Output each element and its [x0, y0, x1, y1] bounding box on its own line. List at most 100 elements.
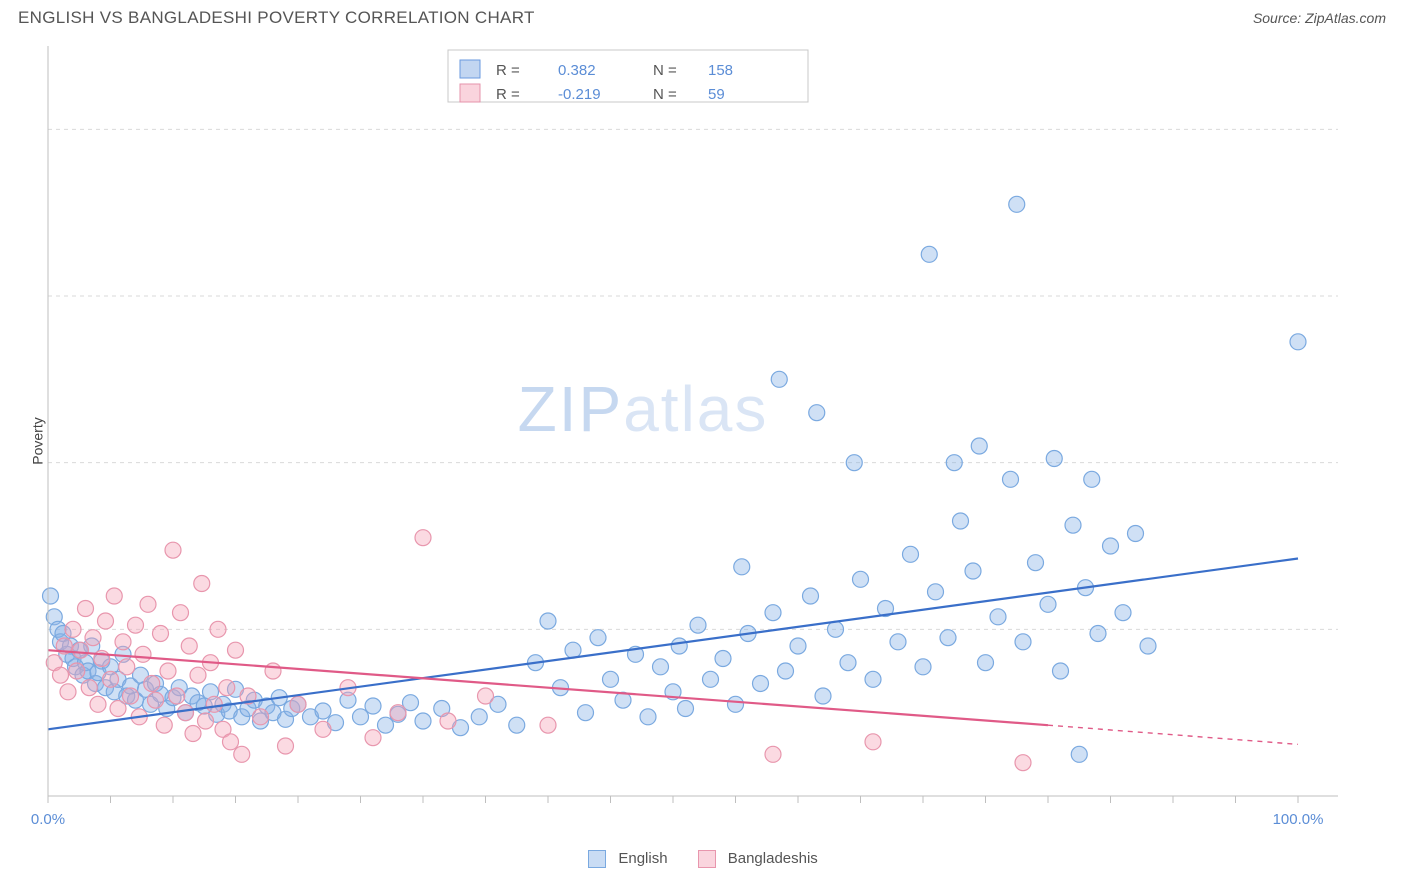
data-point	[578, 705, 594, 721]
data-point	[809, 405, 825, 421]
data-point	[653, 659, 669, 675]
data-point	[206, 696, 222, 712]
legend-label-bangladeshis: Bangladeshis	[728, 850, 818, 867]
data-point	[940, 630, 956, 646]
data-point	[953, 513, 969, 529]
data-point	[123, 688, 139, 704]
data-point	[1015, 634, 1031, 650]
data-point	[753, 676, 769, 692]
data-point	[115, 634, 131, 650]
data-point	[60, 684, 76, 700]
data-point	[223, 734, 239, 750]
data-point	[715, 651, 731, 667]
legend-swatch-english	[588, 850, 606, 868]
svg-text:0.382: 0.382	[558, 62, 596, 79]
data-point	[1290, 334, 1306, 350]
data-point	[128, 617, 144, 633]
data-point	[69, 663, 85, 679]
data-point	[540, 613, 556, 629]
data-point	[853, 571, 869, 587]
data-point	[185, 726, 201, 742]
svg-text:R =: R =	[496, 86, 520, 103]
data-point	[365, 730, 381, 746]
svg-text:0.0%: 0.0%	[31, 811, 65, 828]
data-point	[765, 746, 781, 762]
y-axis-label: Poverty	[30, 417, 46, 464]
data-point	[181, 638, 197, 654]
chart-area: Poverty ZIPatlas20.0%40.0%60.0%80.0%0.0%…	[18, 36, 1386, 846]
data-point	[194, 576, 210, 592]
svg-text:-0.219: -0.219	[558, 86, 601, 103]
data-point	[1103, 538, 1119, 554]
data-point	[778, 663, 794, 679]
data-point	[415, 713, 431, 729]
data-point	[140, 596, 156, 612]
data-point	[590, 630, 606, 646]
data-point	[81, 680, 97, 696]
data-point	[1009, 196, 1025, 212]
chart-source: Source: ZipAtlas.com	[1253, 10, 1386, 26]
data-point	[153, 626, 169, 642]
data-point	[78, 601, 94, 617]
data-point	[946, 455, 962, 471]
data-point	[734, 559, 750, 575]
data-point	[43, 588, 59, 604]
data-point	[1115, 605, 1131, 621]
data-point	[198, 713, 214, 729]
data-point	[156, 717, 172, 733]
data-point	[990, 609, 1006, 625]
data-point	[53, 667, 69, 683]
data-point	[478, 688, 494, 704]
data-point	[440, 713, 456, 729]
data-point	[971, 438, 987, 454]
data-point	[365, 698, 381, 714]
data-point	[1046, 451, 1062, 467]
data-point	[903, 546, 919, 562]
data-point	[103, 671, 119, 687]
data-point	[353, 709, 369, 725]
scatter-chart: ZIPatlas20.0%40.0%60.0%80.0%0.0%100.0%R …	[18, 36, 1338, 846]
data-point	[928, 584, 944, 600]
data-point	[90, 696, 106, 712]
data-point	[509, 717, 525, 733]
legend-label-english: English	[618, 850, 667, 867]
data-point	[671, 638, 687, 654]
data-point	[315, 721, 331, 737]
data-point	[148, 692, 164, 708]
data-point	[178, 705, 194, 721]
data-point	[228, 642, 244, 658]
svg-text:N =: N =	[653, 62, 677, 79]
data-point	[119, 659, 135, 675]
data-point	[1084, 471, 1100, 487]
data-point	[471, 709, 487, 725]
data-point	[278, 738, 294, 754]
data-point	[173, 605, 189, 621]
data-point	[219, 680, 235, 696]
bottom-legend: English Bangladeshis	[0, 850, 1406, 868]
data-point	[540, 717, 556, 733]
data-point	[921, 246, 937, 262]
data-point	[378, 717, 394, 733]
data-point	[144, 676, 160, 692]
data-point	[803, 588, 819, 604]
data-point	[640, 709, 656, 725]
svg-text:59: 59	[708, 86, 725, 103]
data-point	[160, 663, 176, 679]
data-point	[840, 655, 856, 671]
data-point	[98, 613, 114, 629]
legend-item-english: English	[588, 850, 667, 868]
data-point	[1128, 526, 1144, 542]
data-point	[1140, 638, 1156, 654]
data-point	[846, 455, 862, 471]
data-point	[85, 630, 101, 646]
data-point	[1003, 471, 1019, 487]
data-point	[790, 638, 806, 654]
data-point	[290, 696, 306, 712]
data-point	[890, 634, 906, 650]
data-point	[210, 621, 226, 637]
svg-text:R =: R =	[496, 62, 520, 79]
data-point	[603, 671, 619, 687]
data-point	[728, 696, 744, 712]
data-point	[1065, 517, 1081, 533]
data-point	[1071, 746, 1087, 762]
